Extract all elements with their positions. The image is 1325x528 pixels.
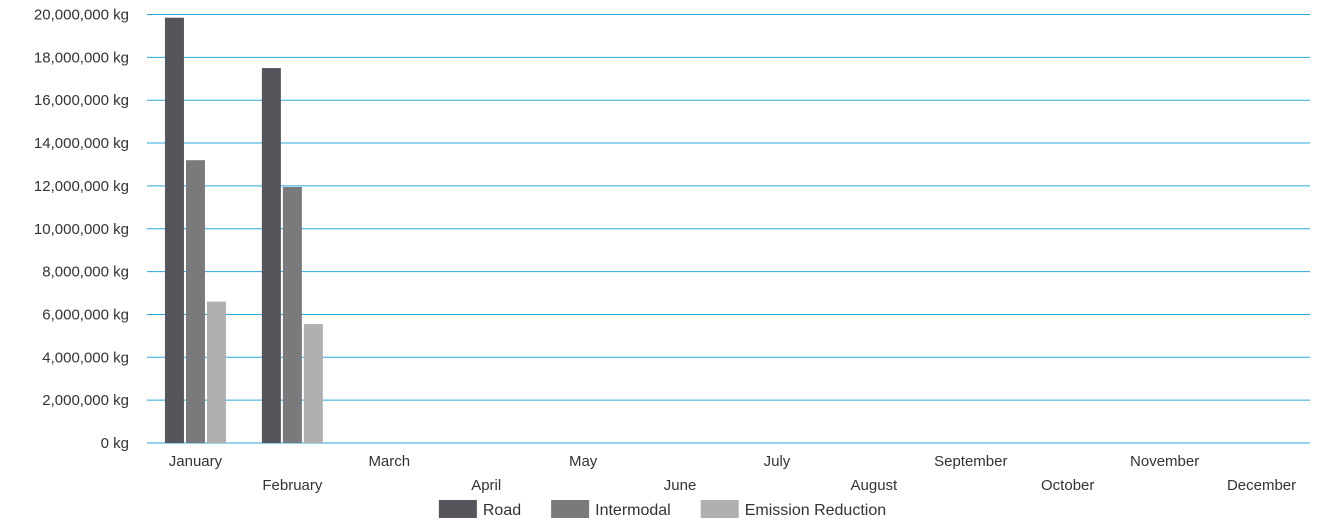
bars (164, 17, 323, 444)
x-tick-label: September (934, 453, 1007, 470)
bar-emission-reduction-february (303, 324, 323, 443)
x-tick-label: November (1130, 453, 1199, 470)
x-tick-label: June (664, 477, 697, 494)
x-axis-ticks: January February March April May June July Augu… (169, 453, 1296, 494)
x-tick-label: February (262, 477, 323, 494)
y-tick-label: 18,000,000 kg (34, 49, 129, 66)
legend-label: Intermodal (595, 502, 671, 519)
legend-swatch (438, 500, 477, 518)
gridlines (147, 14, 1310, 444)
bar-road-january (164, 17, 184, 444)
legend-item-intermodal[interactable]: Intermodal (551, 500, 671, 519)
legend-label: Road (483, 502, 521, 519)
y-tick-label: 10,000,000 kg (34, 221, 129, 238)
legend-item-emission-reduction[interactable]: Emission Reduction (700, 500, 886, 519)
x-tick-label: July (764, 453, 791, 470)
y-tick-label: 16,000,000 kg (34, 92, 129, 109)
y-tick-label: 14,000,000 kg (34, 135, 129, 152)
y-axis-ticks: 0 kg 2,000,000 kg 4,000,000 kg 6,000,000 kg… (34, 7, 129, 453)
x-tick-label: December (1227, 477, 1296, 494)
legend-label: Emission Reduction (745, 502, 886, 519)
legend: Road Intermodal Emission Reduction (438, 500, 886, 519)
x-tick-label: April (471, 477, 501, 494)
y-tick-label: 4,000,000 kg (42, 349, 129, 366)
legend-item-road[interactable]: Road (438, 500, 521, 519)
y-tick-label: 8,000,000 kg (42, 264, 129, 281)
y-tick-label: 12,000,000 kg (34, 178, 129, 195)
x-tick-label: October (1041, 477, 1094, 494)
y-tick-label: 20,000,000 kg (34, 7, 129, 24)
x-tick-label: March (368, 453, 410, 470)
y-tick-label: 6,000,000 kg (42, 306, 129, 323)
bar-emission-reduction-january (206, 301, 226, 443)
y-tick-label: 0 kg (101, 435, 129, 452)
bar-intermodal-january (185, 160, 205, 443)
legend-swatch (551, 500, 590, 518)
x-tick-label: January (169, 453, 223, 470)
y-tick-label: 2,000,000 kg (42, 392, 129, 409)
x-tick-label: May (569, 453, 598, 470)
bar-road-february (261, 68, 281, 443)
legend-swatch (700, 500, 739, 518)
bar-intermodal-february (282, 186, 302, 443)
x-tick-label: August (851, 477, 899, 494)
